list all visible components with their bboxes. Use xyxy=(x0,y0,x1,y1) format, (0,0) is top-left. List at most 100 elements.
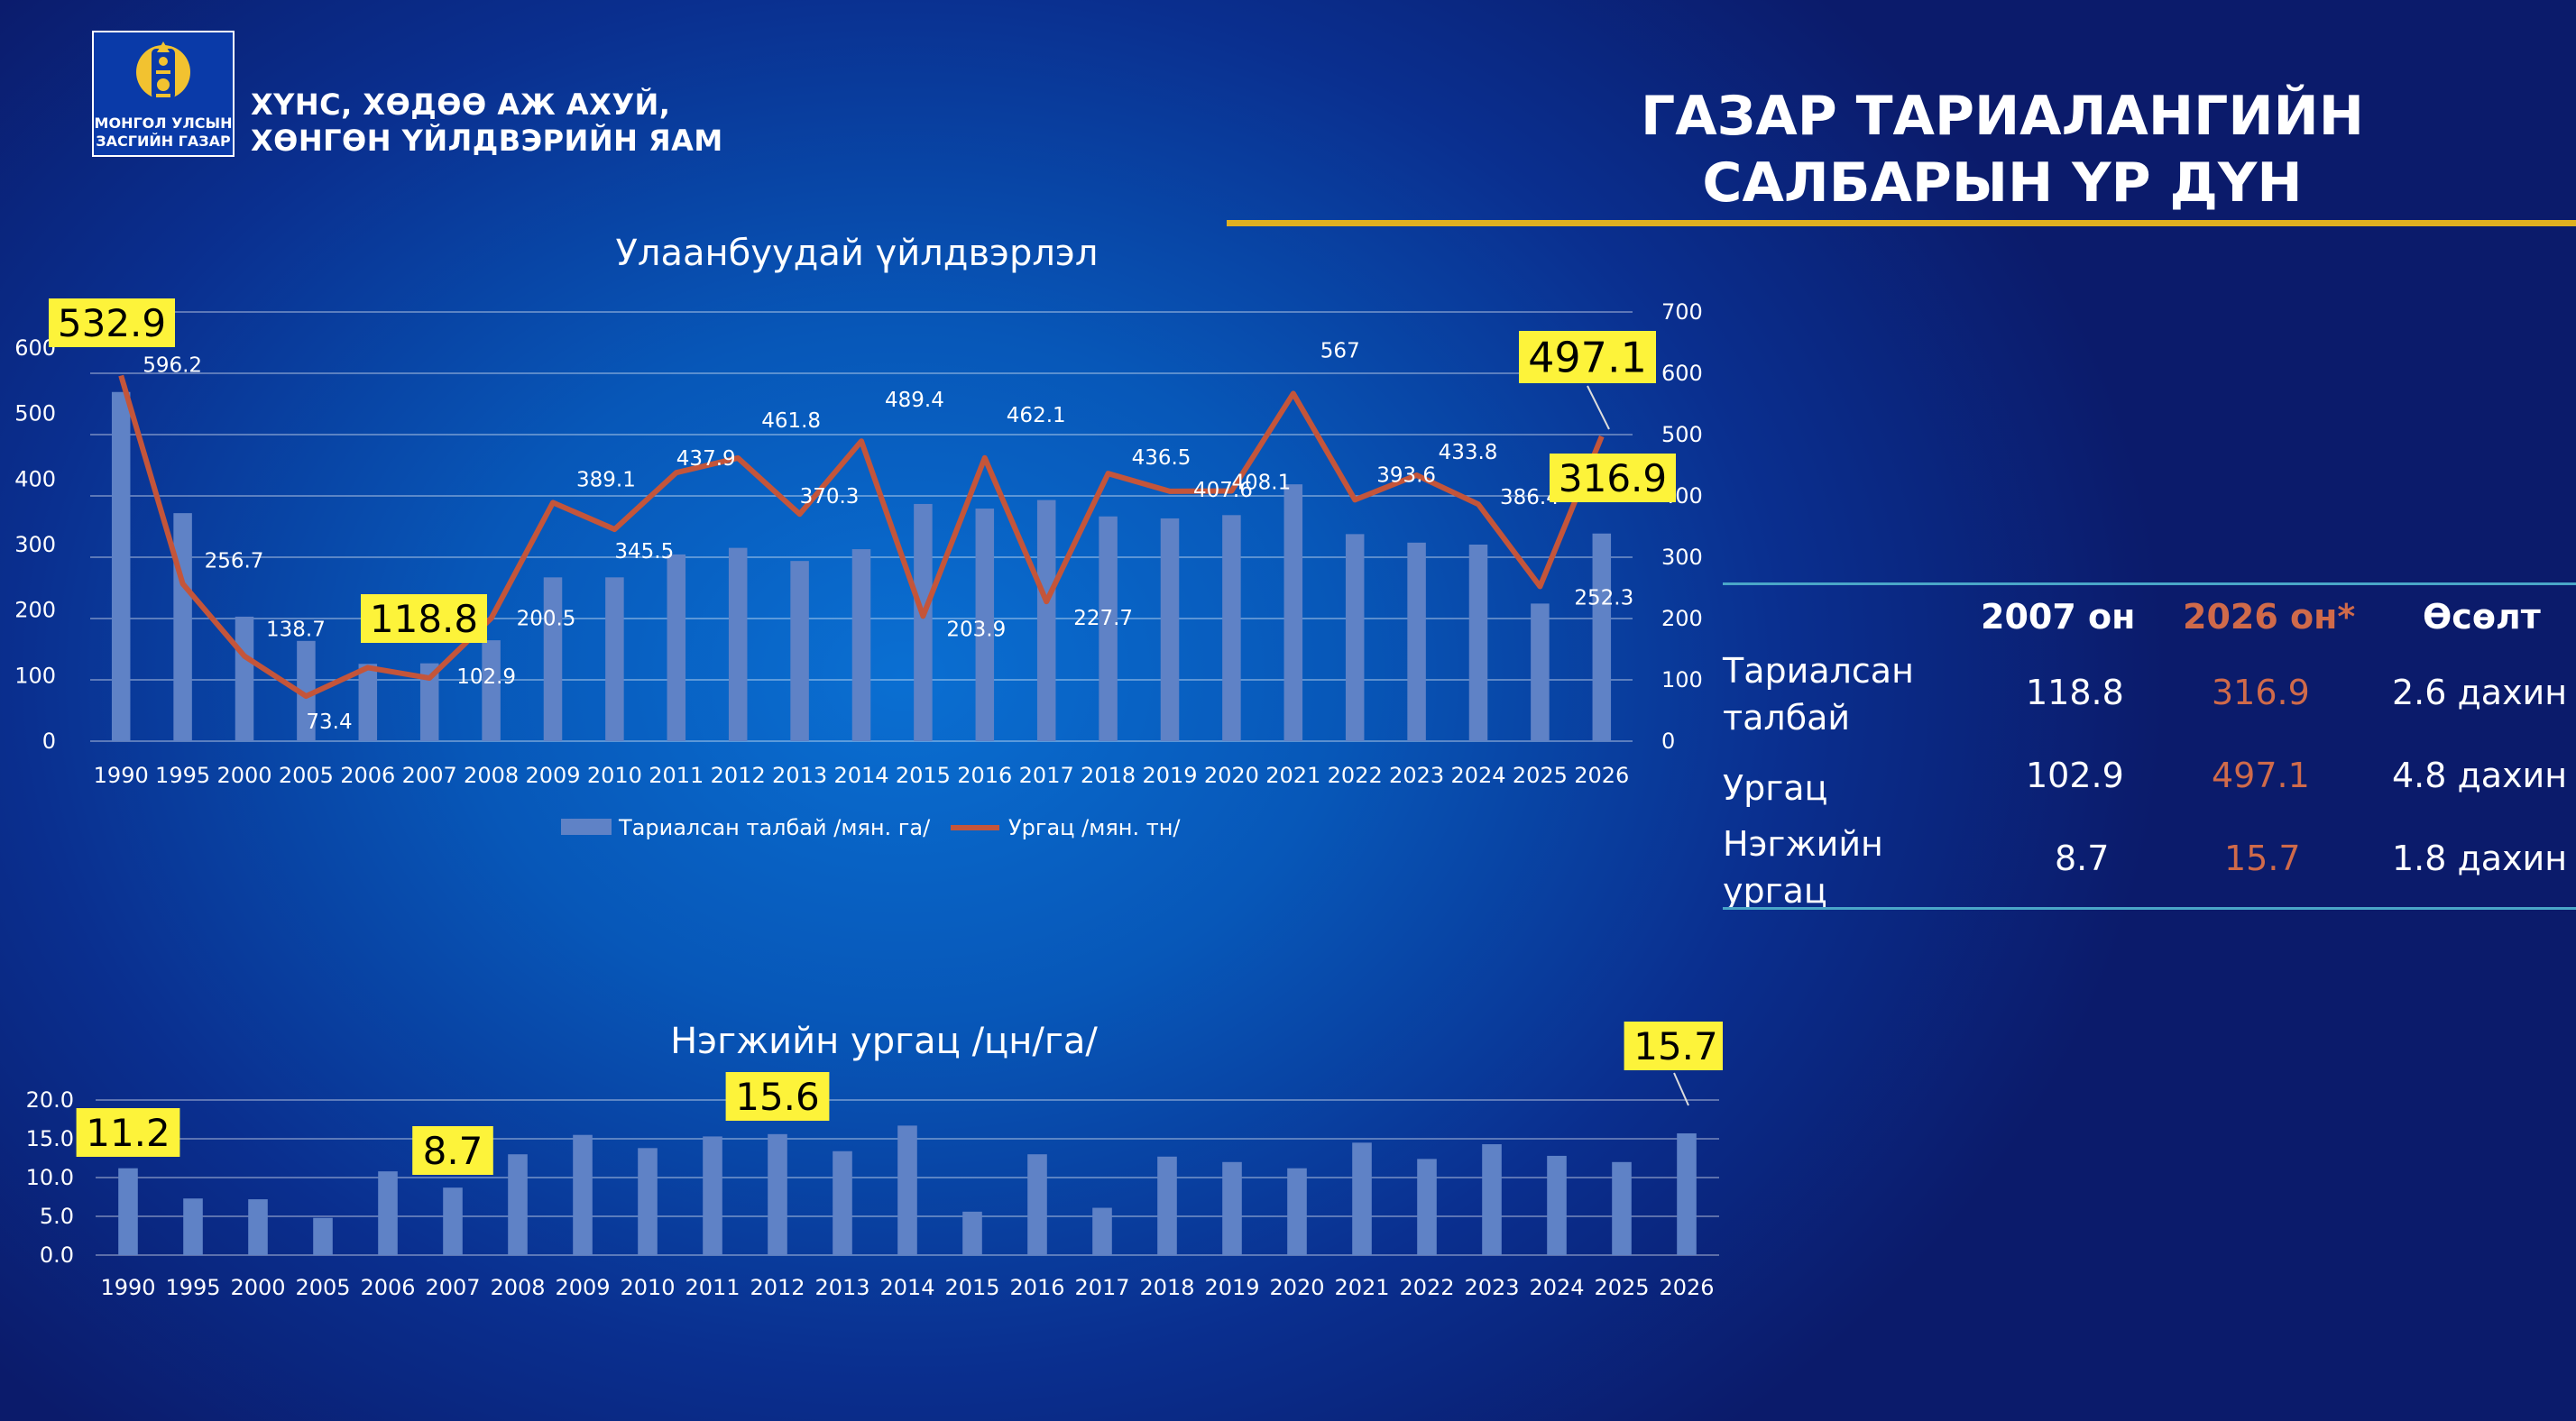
x-tick-label: 2021 xyxy=(1334,1275,1389,1300)
area-bar xyxy=(1531,603,1550,741)
logo-text-line1: МОНГОЛ УЛСЫН xyxy=(94,115,233,132)
harvest-line xyxy=(118,374,1605,700)
highlight-2026-yield-box xyxy=(1624,1022,1723,1070)
area-bar xyxy=(605,577,624,741)
area-bar xyxy=(358,664,378,741)
y-left-tick-label: 200 xyxy=(14,598,56,623)
callout-leader xyxy=(1673,1072,1689,1106)
x-tick-label: 2019 xyxy=(1142,763,1197,788)
row-label-area-2: талбай xyxy=(1723,698,1851,738)
title-underline xyxy=(1227,220,2576,226)
highlight-2007-yield-box xyxy=(412,1126,493,1175)
area-bar xyxy=(1592,533,1612,741)
x-tick-label: 2005 xyxy=(279,763,334,788)
harvest-data-label: 437.9 xyxy=(676,447,736,471)
x-tick-label: 2018 xyxy=(1139,1275,1194,1300)
highlight-1990-area: 532.9 xyxy=(58,301,166,345)
harvest-data-label: 489.4 xyxy=(885,389,944,412)
area-bar xyxy=(482,640,501,741)
yield-bar xyxy=(703,1136,722,1255)
area-bar xyxy=(235,616,254,741)
harvest-data-label: 407.6 xyxy=(1193,479,1253,502)
x-tick-label: 2006 xyxy=(360,1275,415,1300)
y-right-tick-label: 200 xyxy=(1661,606,1703,631)
harvest-data-label: 567 xyxy=(1320,339,1360,362)
x-tick-label: 2015 xyxy=(896,763,951,788)
x-tick-label: 1990 xyxy=(100,1275,155,1300)
yield-bar xyxy=(768,1133,787,1255)
yield-bar xyxy=(118,1168,138,1255)
area-bar xyxy=(1345,534,1365,741)
highlight-2026-harvest-box xyxy=(1519,331,1656,383)
yield-bar xyxy=(183,1198,203,1255)
area-bar xyxy=(1160,518,1180,741)
y-left-tick-label: 400 xyxy=(14,466,56,491)
x-tick-label: 2014 xyxy=(879,1275,934,1300)
x-tick-label: 2000 xyxy=(230,1275,285,1300)
x-tick-label: 2015 xyxy=(944,1275,999,1300)
page-title-line1: ГАЗАР ТАРИАЛАНГИЙН xyxy=(1641,85,2364,148)
x-tick-label: 2023 xyxy=(1464,1275,1519,1300)
highlight-1990-area-box xyxy=(49,298,175,347)
page-title: ГАЗАР ТАРИАЛАНГИЙН САЛБАРЫН ҮР ДҮН xyxy=(1587,83,2417,216)
chart2-title: Нэгжийн ургац /цн/га/ xyxy=(670,1021,1098,1062)
x-tick-label: 2019 xyxy=(1204,1275,1259,1300)
x-tick-label: 2008 xyxy=(490,1275,545,1300)
row-label-harvest: Ургац xyxy=(1723,768,1828,808)
logo-text-line2: ЗАСГИЙН ГАЗАР xyxy=(96,133,231,150)
x-tick-label: 2022 xyxy=(1399,1275,1454,1300)
x-tick-label: 2006 xyxy=(340,763,395,788)
yield-bar xyxy=(248,1199,268,1255)
x-tick-label: 2025 xyxy=(1594,1275,1649,1300)
harvest-2007-value: 102.9 xyxy=(2026,756,2124,795)
harvest-data-label: 389.1 xyxy=(576,468,636,491)
x-tick-label: 2009 xyxy=(555,1275,610,1300)
y-left-tick-label: 300 xyxy=(14,532,56,557)
harvest-data-label: 462.1 xyxy=(1007,404,1066,427)
highlight-2026-area: 316.9 xyxy=(1559,456,1667,500)
x-tick-label: 2020 xyxy=(1204,763,1259,788)
area-bar xyxy=(1407,542,1426,741)
x-tick-label: 2010 xyxy=(587,763,642,788)
y-left-tick-label: 500 xyxy=(14,401,56,426)
area-bar xyxy=(1222,515,1241,741)
highlight-2007-yield: 8.7 xyxy=(423,1129,483,1173)
yield-bar xyxy=(1677,1132,1697,1255)
y-left-tick-label: 0 xyxy=(42,729,56,754)
area-bar xyxy=(1283,484,1303,741)
y-tick-label: 5.0 xyxy=(40,1204,74,1229)
y-right-tick-label: 700 xyxy=(1661,299,1703,325)
harvest-data-label: 386.4 xyxy=(1500,486,1559,509)
x-tick-label: 2020 xyxy=(1269,1275,1324,1300)
x-tick-label: 2024 xyxy=(1529,1275,1584,1300)
x-tick-label: 2021 xyxy=(1265,763,1320,788)
harvest-data-label: 227.7 xyxy=(1073,607,1133,630)
highlight-1990-yield-box xyxy=(76,1108,180,1157)
area-bar xyxy=(173,513,192,741)
area-bar xyxy=(543,577,563,741)
harvest-2026-value: 497.1 xyxy=(2212,756,2310,795)
yield-2026-value: 15.7 xyxy=(2224,839,2301,878)
y-tick-label: 20.0 xyxy=(26,1087,74,1113)
y-right-tick-label: 300 xyxy=(1661,545,1703,570)
callout-leader xyxy=(1587,385,1610,430)
yield-bar xyxy=(897,1125,917,1255)
row-label-area-1: Тариалсан xyxy=(1723,651,1914,691)
ministry-name: ХҮНС, ХӨДӨӨ АЖ АХУЙ, ХӨНГӨН ҮЙЛДВЭРИЙН Я… xyxy=(251,87,723,159)
harvest-data-label: 252.3 xyxy=(1574,586,1633,610)
area-bar xyxy=(667,554,686,741)
ministry-name-line2: ХӨНГӨН ҮЙЛДВЭРИЙН ЯАМ xyxy=(251,124,723,158)
highlight-2012-yield: 15.6 xyxy=(735,1075,820,1119)
y-tick-label: 10.0 xyxy=(26,1165,74,1190)
area-2026-value: 316.9 xyxy=(2212,673,2310,712)
x-tick-label: 2017 xyxy=(1019,763,1074,788)
x-tick-label: 2005 xyxy=(295,1275,350,1300)
harvest-data-label: 102.9 xyxy=(456,665,516,689)
x-tick-label: 2022 xyxy=(1328,763,1383,788)
yield-bar xyxy=(962,1211,982,1255)
y-right-tick-label: 0 xyxy=(1661,729,1675,754)
harvest-data-label: 461.8 xyxy=(761,409,821,433)
area-bar xyxy=(914,503,933,741)
y-tick-label: 15.0 xyxy=(26,1126,74,1151)
area-bar xyxy=(111,391,131,741)
